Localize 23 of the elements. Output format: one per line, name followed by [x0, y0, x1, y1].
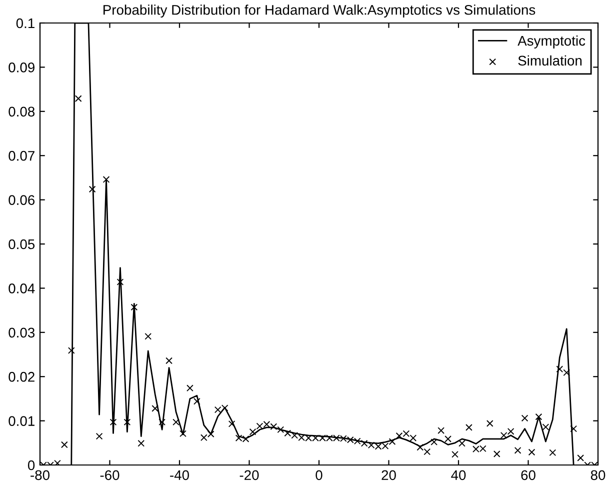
y-tick-label: 0.03: [8, 328, 35, 338]
y-tick-label: 0.06: [8, 195, 35, 205]
x-tick-label: -60: [100, 470, 120, 480]
x-tick-label: -20: [240, 470, 259, 480]
x-tick-label: 20: [382, 470, 396, 480]
y-tick-label: 0.1: [16, 18, 34, 28]
x-tick-label: -80: [30, 470, 50, 480]
x-tick-label: 40: [451, 470, 466, 480]
x-tick-label: 0: [316, 470, 322, 480]
y-tick-label: 0.05: [8, 239, 35, 250]
y-tick-label: 0.09: [8, 62, 34, 72]
y-tick-label: 0.07: [8, 150, 34, 161]
y-tick-label: 0.02: [8, 372, 34, 382]
y-tick-label: 0.08: [8, 106, 35, 117]
x-tick-label: 80: [590, 470, 606, 480]
y-tick-label: 0.04: [8, 284, 35, 294]
legend-label: Simulation: [518, 55, 582, 66]
x-tick-label: 60: [521, 470, 536, 480]
y-tick-label: 0: [28, 460, 35, 470]
legend-label: Asymptotic: [518, 36, 586, 48]
chart-title: Probability Distribution for Hadamard Walk:Asymptotics vs Simulations: [104, 4, 536, 18]
x-tick-label: -40: [170, 470, 189, 480]
y-tick-label: 0.01: [8, 416, 34, 426]
